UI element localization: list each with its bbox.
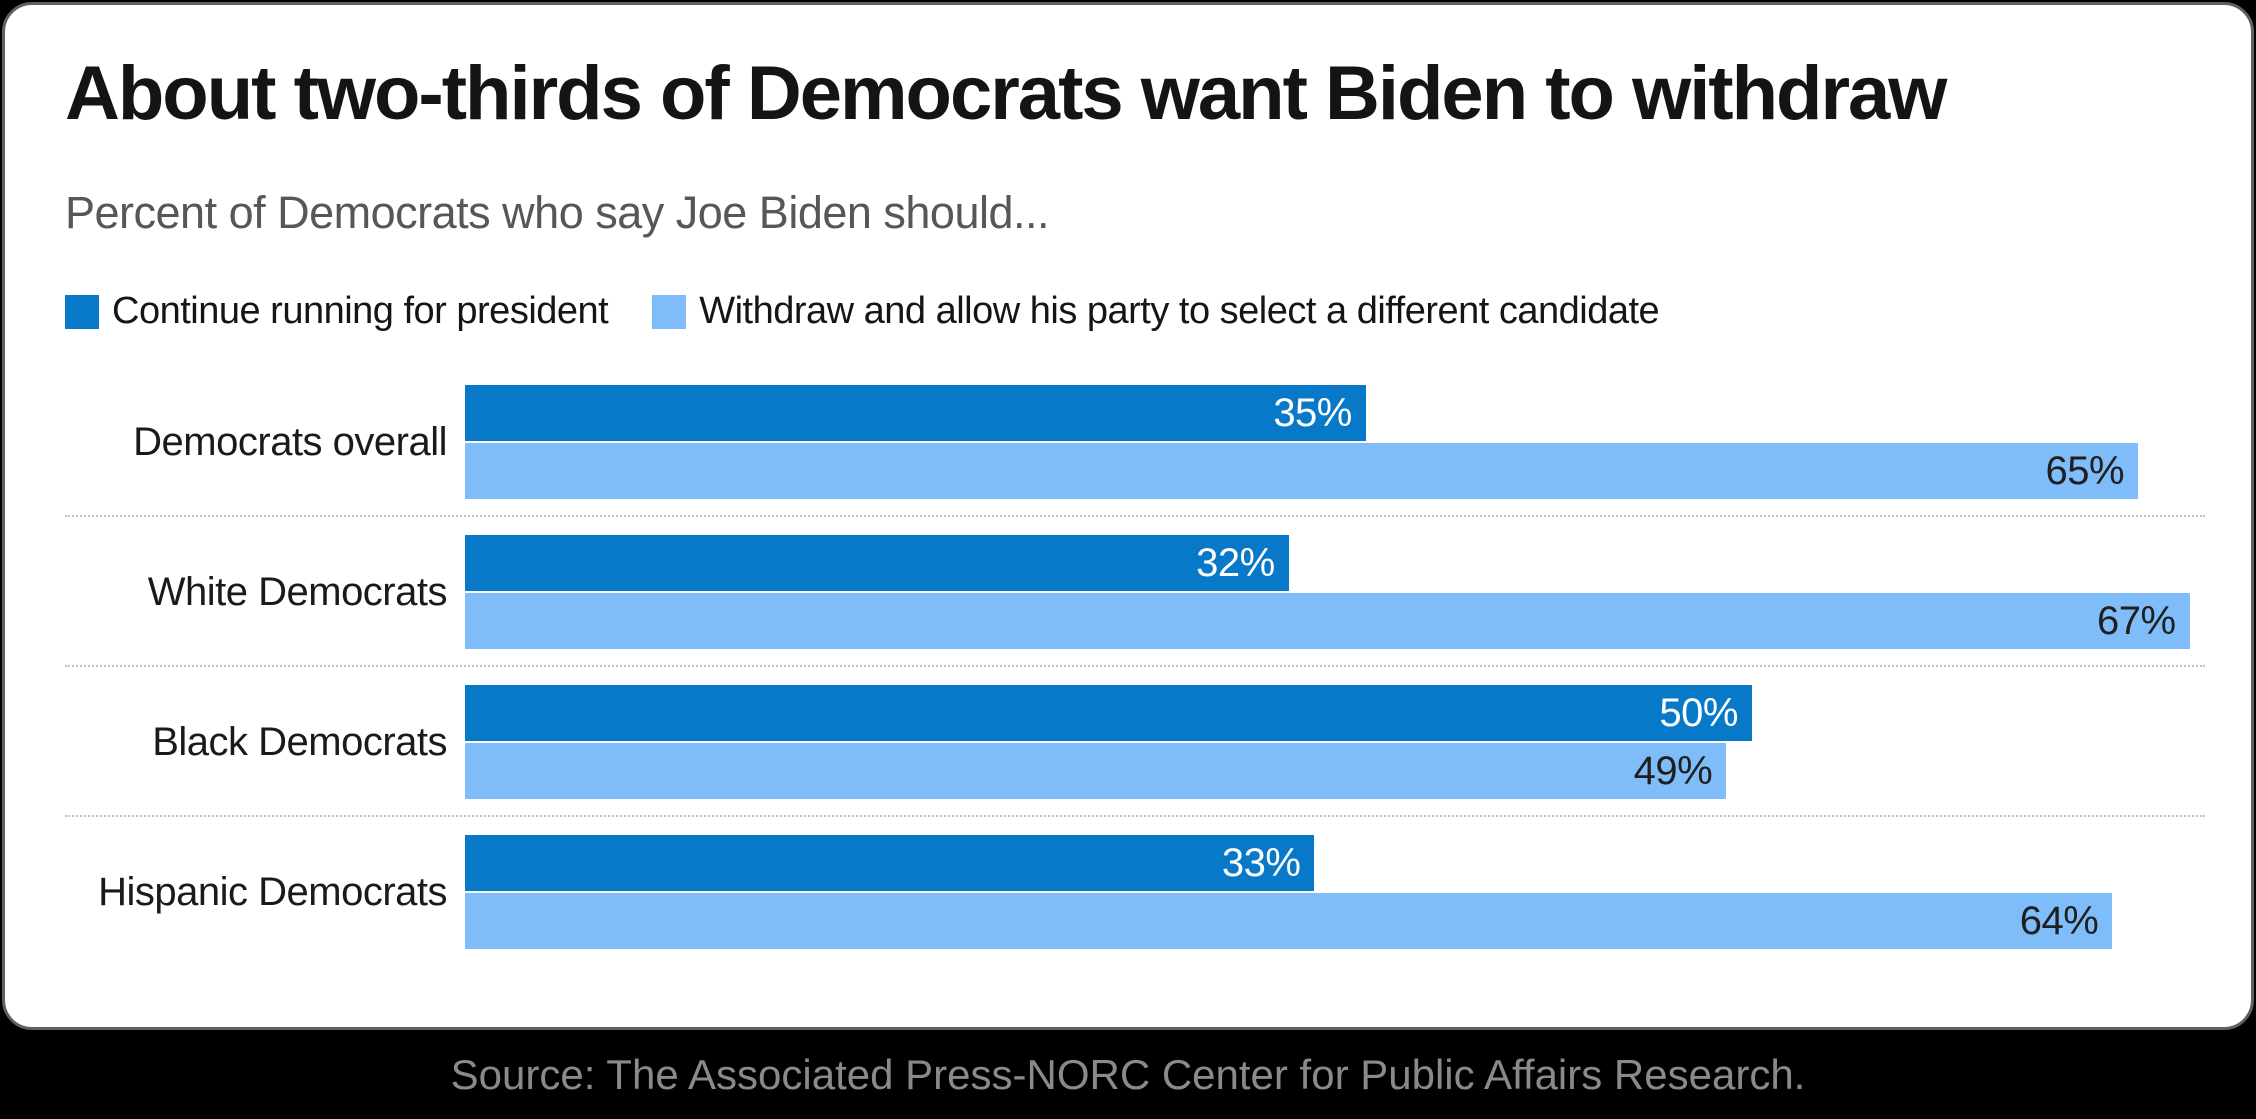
bar-continue: 32%	[465, 535, 1289, 592]
bar-withdraw: 67%	[465, 593, 2190, 650]
bar-continue: 33%	[465, 835, 1315, 892]
bar-continue: 35%	[465, 385, 1366, 442]
bar-value-label: 67%	[2096, 598, 2176, 643]
legend-item-continue: Continue running for president	[65, 290, 609, 333]
legend-item-withdraw: Withdraw and allow his party to select a…	[652, 290, 1660, 333]
category-label: White Democrats	[147, 569, 448, 614]
chart-rows: Democrats overall 35% 65% White Democrats 32…	[65, 385, 2205, 950]
chart-row: Hispanic Democrats 33% 64%	[65, 835, 2205, 950]
category-label: Hispanic Democrats	[98, 869, 447, 914]
bar-value-label: 50%	[1659, 690, 1738, 735]
bar-group: 35% 65%	[465, 385, 2205, 500]
bar-value-label: 64%	[2019, 898, 2099, 943]
bar-withdraw: 64%	[465, 893, 2113, 950]
bar-group: 33% 64%	[465, 835, 2205, 950]
legend: Continue running for president Withdraw …	[65, 290, 2205, 333]
bar-continue: 50%	[465, 685, 1752, 742]
chart-row: Democrats overall 35% 65%	[65, 385, 2205, 518]
category-label: Democrats overall	[133, 419, 447, 464]
source-text: Source: The Associated Press-NORC Center…	[450, 1050, 1806, 1098]
bar-value-label: 49%	[1633, 748, 1713, 793]
bar-withdraw: 49%	[465, 743, 1727, 800]
bar-value-label: 33%	[1221, 840, 1301, 885]
source-footer: Source: The Associated Press-NORC Center…	[0, 1030, 2256, 1119]
legend-swatch-withdraw	[652, 294, 687, 329]
bar-value-label: 32%	[1196, 540, 1275, 585]
legend-label-continue: Continue running for president	[112, 290, 609, 333]
bar-group: 50% 49%	[465, 685, 2205, 800]
chart-subtitle: Percent of Democrats who say Joe Biden s…	[65, 186, 1050, 238]
bar-value-label: 35%	[1273, 390, 1352, 435]
bar-value-label: 65%	[2045, 448, 2125, 493]
chart-row: White Democrats 32% 67%	[65, 535, 2205, 668]
category-label: Black Democrats	[152, 719, 447, 764]
chart-row: Black Democrats 50% 49%	[65, 685, 2205, 818]
legend-swatch-continue	[65, 294, 99, 329]
chart-title: About two-thirds of Democrats want Biden…	[65, 51, 1947, 136]
bar-group: 32% 67%	[465, 535, 2205, 650]
chart-card: About two-thirds of Democrats want Biden…	[2, 2, 2254, 1030]
legend-label-withdraw: Withdraw and allow his party to select a…	[699, 290, 1660, 333]
bar-withdraw: 65%	[465, 443, 2139, 500]
